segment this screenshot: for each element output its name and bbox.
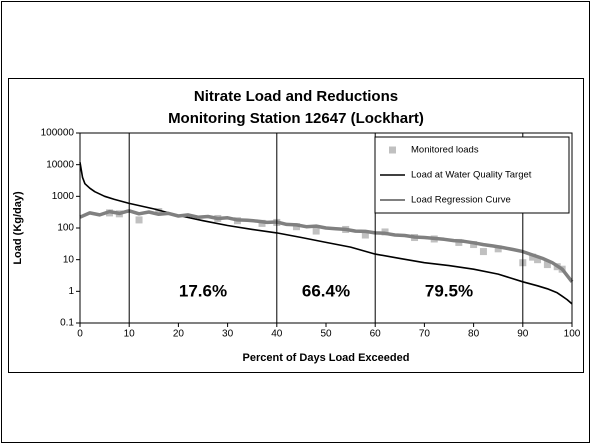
y-tick-label: 1000 xyxy=(52,191,75,202)
line xyxy=(79,209,574,283)
x-tick-label: 20 xyxy=(173,329,185,340)
line xyxy=(79,162,573,305)
y-axis-label: Load (Kg/day) xyxy=(12,191,24,265)
x-tick-label: 80 xyxy=(468,329,480,340)
legend-marker xyxy=(389,146,396,154)
legend-label: Monitored loads xyxy=(411,145,479,156)
marker xyxy=(155,208,163,216)
x-tick-label: 60 xyxy=(370,329,382,340)
marker xyxy=(494,245,502,253)
annotation: 79.5% xyxy=(425,281,473,300)
x-tick-label: 70 xyxy=(419,329,431,340)
y-tick-label: 10 xyxy=(63,254,75,265)
x-tick-label: 40 xyxy=(271,329,283,340)
legend-label: Load at Water Quality Target xyxy=(411,170,532,181)
chart-title: Nitrate Load and Reductions xyxy=(194,88,398,105)
annotation: 66.4% xyxy=(302,281,350,300)
x-axis-label: Percent of Days Load Exceeded xyxy=(243,352,410,364)
x-tick-label: 0 xyxy=(77,329,83,340)
y-tick-label: 0.1 xyxy=(60,318,74,329)
marker xyxy=(292,223,300,231)
marker xyxy=(361,231,369,239)
x-tick-label: 100 xyxy=(564,329,581,340)
marker xyxy=(135,216,143,224)
chart-subtitle: Monitoring Station 12647 (Lockhart) xyxy=(168,110,424,127)
y-tick-label: 100 xyxy=(57,223,74,234)
marker xyxy=(479,248,487,256)
x-tick-label: 10 xyxy=(124,329,136,340)
marker xyxy=(543,261,551,269)
x-tick-label: 50 xyxy=(320,329,332,340)
legend-box xyxy=(374,136,570,214)
marker xyxy=(534,256,542,264)
x-tick-label: 90 xyxy=(517,329,529,340)
marker xyxy=(529,253,537,261)
plot: 17.6% 66.4% 79.5% 0 10 20 30 40 50 60 70 80 90 100 0.1… xyxy=(41,128,581,340)
legend-label: Load Regression Curve xyxy=(411,195,511,206)
y-tick-label: 10000 xyxy=(46,159,74,170)
marker xyxy=(312,227,320,235)
y-tick-label: 1 xyxy=(68,286,74,297)
x-tick-label: 30 xyxy=(222,329,234,340)
annotation: 17.6% xyxy=(179,281,227,300)
y-tick-label: 100000 xyxy=(41,128,75,139)
